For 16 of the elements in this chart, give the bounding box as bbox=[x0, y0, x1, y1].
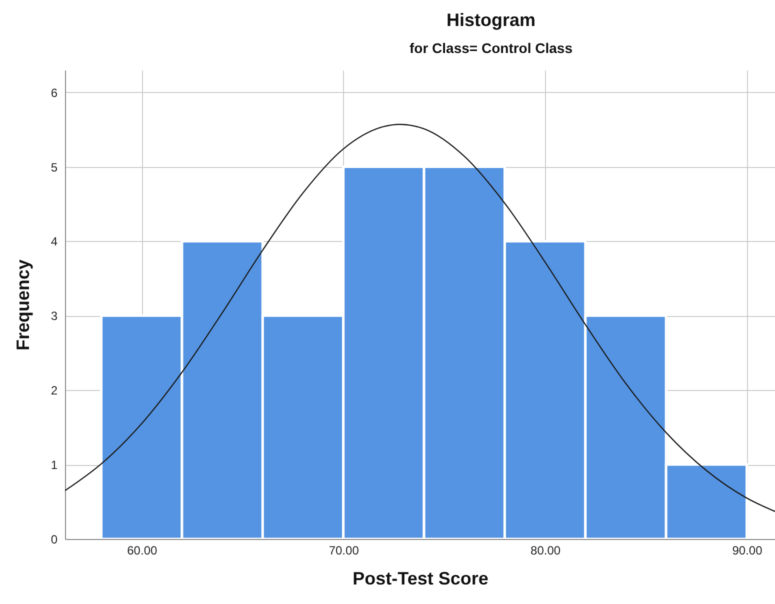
y-tick-label: 4 bbox=[50, 234, 58, 249]
line-series bbox=[65, 124, 775, 512]
chart-subtitle: for Class= Control Class bbox=[410, 40, 573, 56]
y-tick-label: 2 bbox=[50, 384, 58, 398]
y-tick-label: 5 bbox=[50, 160, 58, 174]
y-tick-label: 0 bbox=[50, 532, 58, 546]
x-tick-label: 80.00 bbox=[530, 544, 561, 558]
y-axis-title: Frequency bbox=[12, 259, 33, 351]
y-tick-label: 6 bbox=[50, 86, 58, 100]
x-tick-label: 60.00 bbox=[127, 544, 158, 558]
x-tick-label: 90.00 bbox=[732, 544, 763, 558]
y-tick-label: 1 bbox=[50, 458, 58, 472]
x-axis-title: Post-Test Score bbox=[352, 568, 488, 588]
chart-title: Histogram bbox=[446, 10, 536, 30]
x-tick-label: 70.00 bbox=[328, 544, 360, 558]
y-tick-label: 3 bbox=[50, 309, 58, 324]
